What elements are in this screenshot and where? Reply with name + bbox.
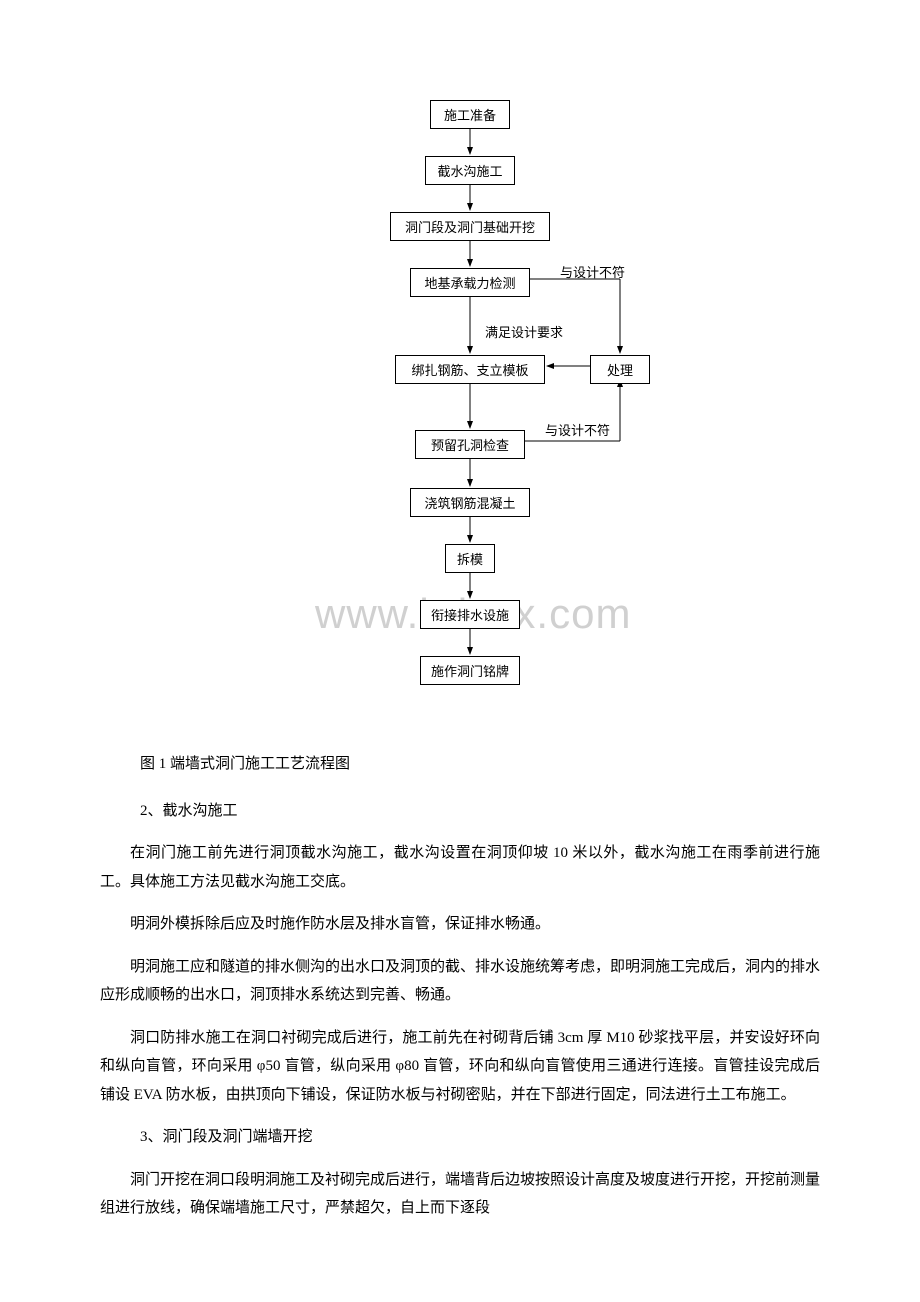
paragraph-3: 明洞施工应和隧道的排水侧沟的出水口及洞顶的截、排水设施统筹考虑，即明洞施工完成后… [100, 953, 820, 1010]
section-2-title: 2、截水沟施工 [140, 797, 820, 826]
paragraph-5: 洞门开挖在洞口段明洞施工及衬砌完成后进行，端墙背后边坡按照设计高度及坡度进行开挖… [100, 1166, 820, 1223]
flow-label-mismatch-1: 与设计不符 [560, 262, 625, 281]
flow-label-mismatch-2: 与设计不符 [545, 420, 610, 439]
flow-label-meets-design: 满足设计要求 [485, 322, 563, 341]
flow-node-nameplate: 施作洞门铭牌 [420, 656, 520, 685]
flow-node-rebar-formwork: 绑扎钢筋、支立模板 [395, 355, 545, 384]
flow-node-handle: 处理 [590, 355, 650, 384]
figure-caption: 图 1 端墙式洞门施工工艺流程图 [140, 750, 820, 779]
flow-node-excavate: 洞门段及洞门基础开挖 [390, 212, 550, 241]
section-3-title: 3、洞门段及洞门端墙开挖 [140, 1123, 820, 1152]
flowchart-container: www.bdocx.com 施工准备 截水沟施工 洞门段及洞门基础开挖 地基承载… [260, 100, 660, 700]
flow-node-pour-concrete: 浇筑钢筋混凝土 [410, 488, 530, 517]
flow-node-drain: 截水沟施工 [425, 156, 515, 185]
flow-node-drainage-connect: 衔接排水设施 [420, 600, 520, 629]
flow-node-hole-check: 预留孔洞检查 [415, 430, 525, 459]
paragraph-1: 在洞门施工前先进行洞顶截水沟施工，截水沟设置在洞顶仰坡 10 米以外，截水沟施工… [100, 839, 820, 896]
flow-node-demold: 拆模 [445, 544, 495, 573]
paragraph-4: 洞口防排水施工在洞口衬砌完成后进行，施工前先在衬砌背后铺 3cm 厚 M10 砂… [100, 1024, 820, 1110]
paragraph-2: 明洞外模拆除后应及时施作防水层及排水盲管，保证排水畅通。 [100, 910, 820, 939]
flow-node-bearing-check: 地基承载力检测 [410, 268, 530, 297]
document-body: 图 1 端墙式洞门施工工艺流程图 2、截水沟施工 在洞门施工前先进行洞顶截水沟施… [100, 750, 820, 1223]
flow-node-prep: 施工准备 [430, 100, 510, 129]
